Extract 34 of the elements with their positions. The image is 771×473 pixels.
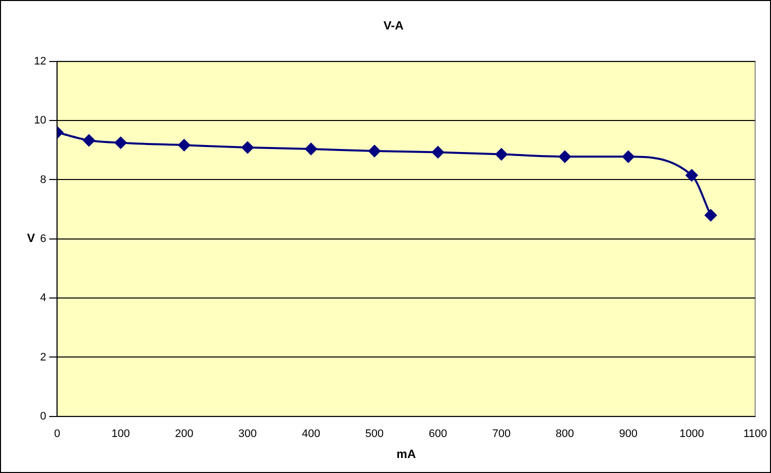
point xyxy=(686,169,698,182)
x-tick-label: 400 xyxy=(302,428,320,440)
x-tick-label: 100 xyxy=(112,428,130,440)
point xyxy=(495,148,508,160)
y-tick-label: 0 xyxy=(40,410,46,422)
y-tick-label: 2 xyxy=(40,351,46,364)
point xyxy=(178,139,190,152)
point xyxy=(558,150,571,163)
x-tick-label: 300 xyxy=(238,428,257,440)
x-tick-label: 500 xyxy=(365,428,384,440)
chart-title: V-A xyxy=(383,18,404,33)
point xyxy=(622,150,634,163)
x-tick-label: 1000 xyxy=(679,428,704,440)
x-tick-label: 200 xyxy=(174,428,194,440)
point xyxy=(704,209,717,222)
y-tick-label: 6 xyxy=(40,232,46,245)
y-axis-title: V xyxy=(26,231,36,246)
x-tick-label: 700 xyxy=(492,428,511,440)
x-tick-label: 1100 xyxy=(743,428,767,440)
point xyxy=(242,141,254,154)
y-tick-label: 10 xyxy=(34,114,46,127)
x-tick-label: 800 xyxy=(556,428,574,440)
point xyxy=(305,142,318,155)
point xyxy=(114,136,127,149)
x-axis-title: mA xyxy=(396,447,416,462)
y-tick-label: 4 xyxy=(40,292,46,304)
x-tick-label: 900 xyxy=(619,428,638,440)
x-tick-label: 600 xyxy=(428,428,448,440)
y-tick-label: 8 xyxy=(40,174,46,186)
point xyxy=(82,134,95,146)
point xyxy=(368,145,380,158)
x-tick-label: 0 xyxy=(54,428,60,440)
point xyxy=(432,146,444,158)
y-tick-label: 12 xyxy=(34,55,46,68)
